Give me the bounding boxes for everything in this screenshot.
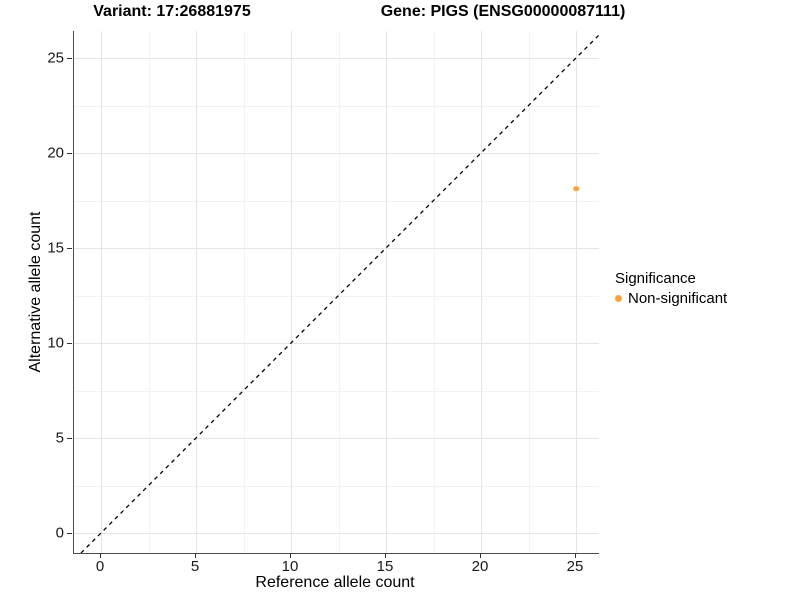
horizontal-gridline [74,485,599,487]
x-axis-tick-label: 5 [190,558,200,575]
legend: Significance Non-significant [615,270,727,307]
x-axis-tick-label: 10 [281,558,299,575]
vertical-gridline [243,31,245,553]
vertical-gridline [528,31,530,553]
y-axis-tick-label: 5 [55,429,64,447]
x-axis-tick-mark [480,553,482,558]
x-axis-tick-mark [290,553,292,558]
plot-title-gene: Gene: PIGS (ENSG00000087111) [380,3,626,20]
y-axis-tick-mark [67,533,72,535]
y-axis-tick-label: 10 [47,334,64,352]
legend-entries: Non-significant [615,290,727,307]
y-axis-tick-label: 0 [55,524,64,542]
vertical-gridline [196,31,197,553]
horizontal-gridline [74,295,599,297]
plot-panel [73,31,599,554]
vertical-gridline [291,31,292,553]
horizontal-gridline [74,105,599,107]
horizontal-gridline [74,533,599,534]
x-axis-tick-mark [575,553,577,558]
legend-key-dot-icon [615,295,622,302]
identity-line-layer [80,34,599,553]
vertical-gridline [338,31,340,553]
vertical-gridline [148,31,150,553]
horizontal-gridline [74,248,599,249]
horizontal-gridline [74,343,599,344]
y-axis-tick-label: 15 [47,239,64,257]
x-axis-tick-mark [100,553,102,558]
horizontal-gridline [74,200,599,202]
y-axis-tick-mark [67,153,72,155]
horizontal-gridline [74,438,599,439]
y-axis-tick-mark [67,248,72,250]
vertical-gridline [433,31,435,553]
horizontal-gridline [74,390,599,392]
y-axis-tick-mark [67,343,72,345]
horizontal-gridline [74,153,599,154]
x-axis-tick-label: 20 [471,558,489,575]
vertical-gridline [101,31,102,553]
y-axis-tick-mark [67,438,72,440]
x-axis-tick-label: 15 [376,558,394,575]
vertical-gridline [386,31,387,553]
data-point [573,185,579,192]
y-axis-title: Alternative allele count [27,211,44,373]
vertical-gridline [481,31,482,553]
vertical-gridline [576,31,577,553]
y-axis-tick-mark [67,58,72,60]
x-axis-tick-mark [195,553,197,558]
x-axis-tick-label: 25 [566,558,584,575]
x-axis-tick-label: 0 [95,558,105,575]
identity-dashed-line [80,34,599,553]
horizontal-gridline [74,58,599,59]
legend-entry: Non-significant [615,290,727,307]
plot-title-variant: Variant: 17:26881975 [93,3,251,20]
x-axis-tick-mark [385,553,387,558]
legend-title: Significance [615,270,696,287]
y-axis-tick-label: 25 [47,49,64,67]
legend-entry-label: Non-significant [628,290,728,307]
y-axis-tick-label: 20 [47,144,64,162]
x-axis-title: Reference allele count [255,574,415,591]
